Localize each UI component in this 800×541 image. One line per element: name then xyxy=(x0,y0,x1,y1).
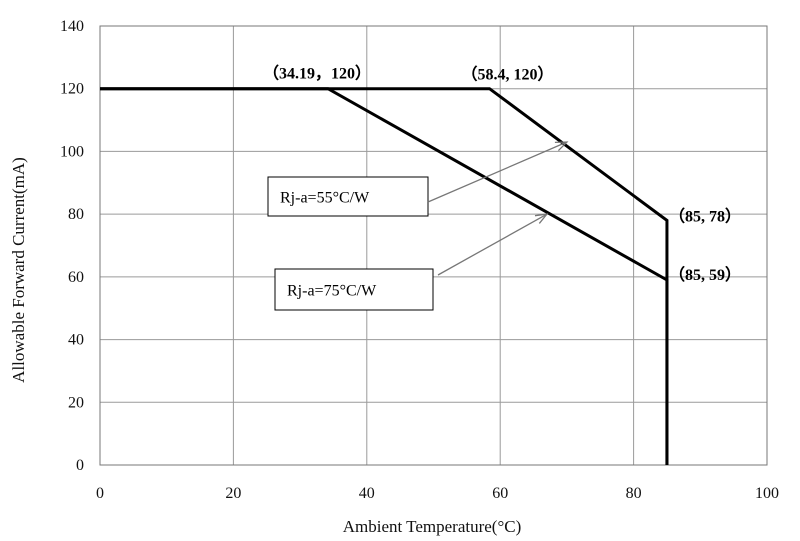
x-tick-label: 100 xyxy=(755,485,779,502)
y-tick-label: 0 xyxy=(76,457,84,474)
x-tick-label: 0 xyxy=(96,485,104,502)
point-label: （85, 59） xyxy=(669,266,741,284)
callout-arrow-line xyxy=(437,213,548,276)
callout-box xyxy=(274,268,434,311)
callout-box xyxy=(267,176,429,217)
point-label: （34.19，120） xyxy=(263,65,371,83)
x-tick-label: 40 xyxy=(359,485,375,502)
y-tick-label: 40 xyxy=(68,332,84,349)
series-lines xyxy=(100,87,669,465)
callouts: Rj-a=55°C/W Rj-a=75°C/W xyxy=(267,141,569,311)
x-tick-label: 20 xyxy=(225,485,241,502)
point-annotations: （34.19，120） （58.4, 120） （85, 78） （85, 59） xyxy=(263,65,741,284)
x-tick-label: 60 xyxy=(492,485,508,502)
y-tick-label: 60 xyxy=(68,269,84,286)
callout-label: Rj-a=75°C/W xyxy=(287,283,377,300)
callout-arrowhead xyxy=(534,213,549,224)
point-label: （58.4, 120） xyxy=(462,66,554,84)
plot-frame xyxy=(99,25,768,466)
y-axis-label: Allowable Forward Current(mA) xyxy=(9,157,28,383)
callout-arrowhead xyxy=(554,141,569,151)
x-tick-label: 80 xyxy=(626,485,642,502)
y-tick-label: 100 xyxy=(60,143,84,160)
y-tick-label: 120 xyxy=(60,81,84,98)
callout-label: Rj-a=55°C/W xyxy=(280,190,370,207)
callout-arrow-line xyxy=(427,141,568,203)
point-label: （85, 78） xyxy=(669,207,741,225)
y-tick-label: 20 xyxy=(68,394,84,411)
y-tick-label: 80 xyxy=(68,206,84,223)
callout-rja-75: Rj-a=75°C/W xyxy=(274,213,549,311)
series-line-rja-75 xyxy=(100,87,669,465)
y-tick-label: 140 xyxy=(60,18,84,35)
callout-rja-55: Rj-a=55°C/W xyxy=(267,141,569,217)
axis-ticks: 0 20 40 60 80 100 0 20 40 60 80 100 120 140 xyxy=(60,18,779,502)
x-axis-label: Ambient Temperature(°C) xyxy=(343,517,522,536)
